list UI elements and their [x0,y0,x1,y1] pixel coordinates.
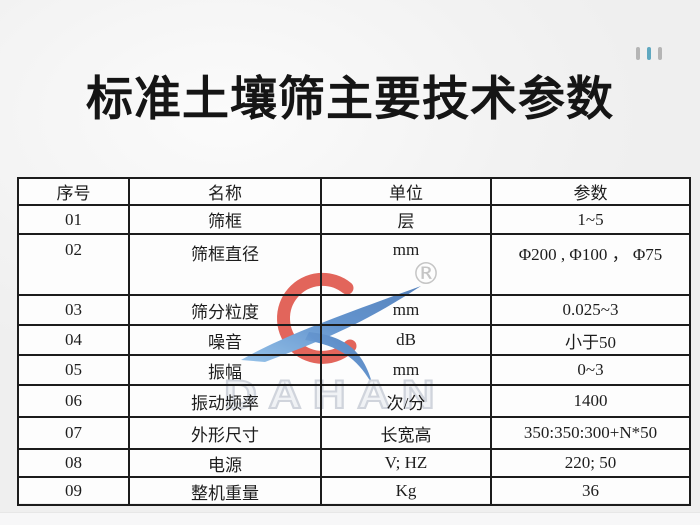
cell-param: 0~3 [490,354,691,386]
table-header-row: 序号 名称 单位 参数 [17,177,691,206]
table-row: 04 噪音 dB 小于50 [17,324,691,356]
cell-name: 噪音 [128,324,322,356]
bar-icon [636,47,640,60]
cell-serial: 09 [17,476,130,506]
cell-serial: 04 [17,324,130,356]
bar-icon [658,47,662,60]
table-row: 06 振动频率 次/分 1400 [17,384,691,418]
cell-unit: 层 [320,204,492,235]
column-header-unit: 单位 [320,177,492,206]
table-row: 03 筛分粒度 mm 0.025~3 [17,294,691,326]
decorative-bars [636,47,662,60]
cell-serial: 06 [17,384,130,418]
table-row: 02 筛框直径 mm Φ200 , Φ100 ， Φ75 [17,233,691,296]
table-row: 01 筛框 层 1~5 [17,204,691,235]
column-header-param: 参数 [490,177,691,206]
cell-unit: Kg [320,476,492,506]
cell-name: 外形尺寸 [128,416,322,450]
cell-serial: 08 [17,448,130,478]
cell-name: 整机重量 [128,476,322,506]
cell-unit: 次/分 [320,384,492,418]
cell-unit: dB [320,324,492,356]
cell-unit: V; HZ [320,448,492,478]
cell-param: 1~5 [490,204,691,235]
column-header-serial: 序号 [17,177,130,206]
bar-icon [647,47,651,60]
cell-param: 小于50 [490,324,691,356]
cell-serial: 05 [17,354,130,386]
cell-serial: 01 [17,204,130,235]
table-row: 09 整机重量 Kg 36 [17,476,691,506]
bottom-strip [0,512,700,525]
cell-name: 振动频率 [128,384,322,418]
cell-param: 350:350:300+N*50 [490,416,691,450]
cell-name: 振幅 [128,354,322,386]
table-row: 05 振幅 mm 0~3 [17,354,691,386]
cell-unit: mm [320,354,492,386]
cell-unit: mm [320,294,492,326]
cell-name: 筛分粒度 [128,294,322,326]
cell-name: 筛框直径 [128,233,322,296]
cell-name: 筛框 [128,204,322,235]
cell-serial: 02 [17,233,130,296]
cell-param: Φ200 , Φ100 ， Φ75 [490,233,691,296]
cell-param: 1400 [490,384,691,418]
cell-unit: 长宽高 [320,416,492,450]
cell-name: 电源 [128,448,322,478]
cell-param: 220; 50 [490,448,691,478]
column-header-name: 名称 [128,177,322,206]
cell-serial: 03 [17,294,130,326]
cell-param: 0.025~3 [490,294,691,326]
table-row: 07 外形尺寸 长宽高 350:350:300+N*50 [17,416,691,450]
table-row: 08 电源 V; HZ 220; 50 [17,448,691,478]
cell-serial: 07 [17,416,130,450]
page-title: 标准土壤筛主要技术参数 [86,72,614,125]
cell-unit: mm [320,233,492,296]
spec-table: 序号 名称 单位 参数 01 筛框 层 1~5 02 筛框直径 mm Φ200 … [17,177,691,506]
cell-param: 36 [490,476,691,506]
